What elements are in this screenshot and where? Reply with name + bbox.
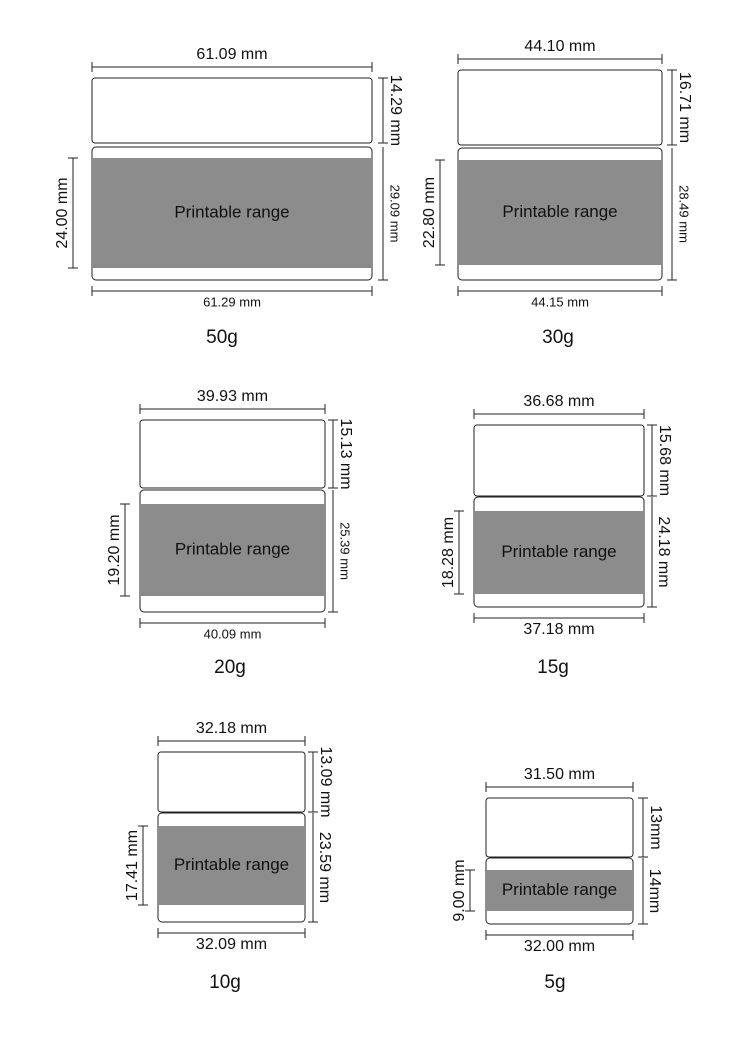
print-height-label: 17.41 mm [124, 830, 141, 901]
body-width-label: 32.09 mm [196, 936, 267, 953]
lid-height-label: 16.71 mm [676, 72, 693, 143]
lid-height-label: 15.13 mm [337, 418, 354, 489]
jar-size: 5g [544, 972, 565, 993]
lid-width-label: 39.93 mm [197, 388, 268, 405]
printable-band [92, 158, 372, 268]
body-width-label: 37.18 mm [523, 621, 594, 638]
body-width-label: 44.15 mm [531, 294, 589, 309]
jar-lid [473, 424, 645, 497]
body-width-label: 40.09 mm [204, 626, 262, 641]
print-height-label: 18.28 mm [440, 517, 457, 588]
lid-width-label: 31.50 mm [524, 766, 595, 783]
jar-size: 15g [537, 657, 569, 678]
body-height-label: 25.39 mm [338, 522, 353, 580]
printable-label: Printable range [502, 202, 617, 221]
lid-width-label: 32.18 mm [196, 720, 267, 737]
jar-size: 20g [214, 657, 246, 678]
body-height-label: 24.18 mm [655, 516, 672, 587]
printable-band [140, 504, 325, 596]
printable-label: Printable range [501, 542, 616, 561]
print-height-label: 19.20 mm [106, 514, 123, 585]
body-height-label: 23.59 mm [316, 832, 333, 903]
printable-band [458, 160, 662, 265]
jar-size: 10g [209, 972, 241, 993]
body-width-label: 61.29 mm [203, 294, 261, 309]
printable-band [474, 511, 644, 594]
jar-size: 50g [206, 327, 238, 348]
body-height-label: 29.09 mm [388, 185, 403, 243]
jar-lid [457, 69, 663, 146]
printable-label: Printable range [502, 880, 617, 899]
printable-band [158, 826, 305, 905]
printable-label: Printable range [174, 855, 289, 874]
lid-height-label: 14.29 mm [387, 75, 404, 146]
jar-lid [485, 797, 634, 858]
body-height-label: 14mm [646, 869, 663, 913]
jar-lid [139, 419, 326, 489]
print-height-label: 22.80 mm [421, 177, 438, 248]
lid-width-label: 36.68 mm [523, 393, 594, 410]
lid-height-label: 13.09 mm [317, 746, 334, 817]
body-height-label: 28.49 mm [677, 185, 692, 243]
lid-height-label: 15.68 mm [656, 425, 673, 496]
jar-lid [91, 77, 373, 144]
printable-label: Printable range [174, 202, 289, 221]
jar-size: 30g [542, 327, 574, 348]
jar-lid [157, 751, 306, 813]
print-height-label: 24.00 mm [54, 177, 71, 248]
lid-width-label: 44.10 mm [524, 38, 595, 55]
printable-band [486, 870, 633, 911]
printable-label: Printable range [175, 539, 290, 558]
lid-height-label: 13mm [647, 805, 664, 849]
print-height-label: 9.00 mm [451, 859, 468, 921]
lid-width-label: 61.09 mm [196, 46, 267, 63]
body-width-label: 32.00 mm [524, 938, 595, 955]
